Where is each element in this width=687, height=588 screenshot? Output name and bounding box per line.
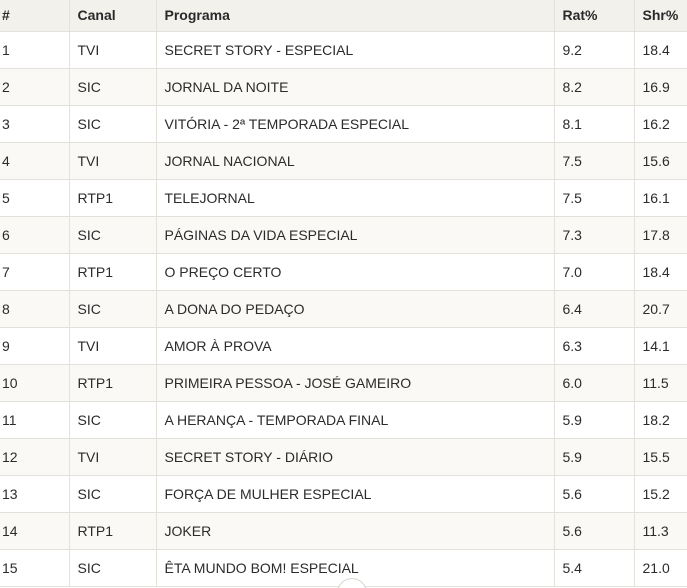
cell-shr: 20.7	[634, 290, 687, 328]
table-row: 11 SIC A HERANÇA - TEMPORADA FINAL 5.9 18.2	[0, 401, 687, 439]
cell-rat: 7.5	[554, 142, 635, 180]
cell-programa: A DONA DO PEDAÇO	[156, 290, 555, 328]
cell-shr: 21.0	[634, 549, 687, 587]
cell-rat: 5.9	[554, 401, 635, 439]
cell-shr: 18.4	[634, 31, 687, 69]
cell-rat: 6.4	[554, 290, 635, 328]
cell-canal: SIC	[69, 68, 157, 106]
cell-rat: 9.2	[554, 31, 635, 69]
table-row: 3 SIC VITÓRIA - 2ª TEMPORADA ESPECIAL 8.1 16…	[0, 105, 687, 143]
cell-programa: SECRET STORY - ESPECIAL	[156, 31, 555, 69]
cell-programa: FORÇA DE MULHER ESPECIAL	[156, 475, 555, 513]
cell-rank: 9	[0, 327, 70, 365]
cell-programa: AMOR À PROVA	[156, 327, 555, 365]
table-row: 15 SIC ÊTA MUNDO BOM! ESPECIAL 5.4 21.0	[0, 549, 687, 587]
header-rank: #	[0, 0, 70, 32]
header-shr: Shr%	[634, 0, 687, 32]
cell-canal: RTP1	[69, 179, 157, 217]
cell-rat: 6.0	[554, 364, 635, 402]
table-row: 12 TVI SECRET STORY - DIÁRIO 5.9 15.5	[0, 438, 687, 476]
cell-canal: TVI	[69, 31, 157, 69]
cell-programa: A HERANÇA - TEMPORADA FINAL	[156, 401, 555, 439]
cell-rat: 7.0	[554, 253, 635, 291]
cell-rank: 15	[0, 549, 70, 587]
cell-rank: 7	[0, 253, 70, 291]
cell-rank: 5	[0, 179, 70, 217]
cell-shr: 16.9	[634, 68, 687, 106]
cell-shr: 18.4	[634, 253, 687, 291]
cell-canal: RTP1	[69, 512, 157, 550]
cell-canal: TVI	[69, 438, 157, 476]
cell-shr: 16.2	[634, 105, 687, 143]
cell-programa: PÁGINAS DA VIDA ESPECIAL	[156, 216, 555, 254]
cell-shr: 15.2	[634, 475, 687, 513]
cell-programa: JOKER	[156, 512, 555, 550]
cell-canal: RTP1	[69, 253, 157, 291]
cell-canal: SIC	[69, 401, 157, 439]
table-row: 2 SIC JORNAL DA NOITE 8.2 16.9	[0, 68, 687, 106]
cell-shr: 17.8	[634, 216, 687, 254]
table-row: 10 RTP1 PRIMEIRA PESSOA - JOSÉ GAMEIRO 6.0 1…	[0, 364, 687, 402]
header-rat: Rat%	[554, 0, 635, 32]
cell-shr: 15.5	[634, 438, 687, 476]
cell-canal: SIC	[69, 105, 157, 143]
header-programa: Programa	[156, 0, 555, 32]
cell-shr: 11.3	[634, 512, 687, 550]
cell-rank: 3	[0, 105, 70, 143]
cell-shr: 15.6	[634, 142, 687, 180]
cell-rat: 5.6	[554, 512, 635, 550]
cell-canal: RTP1	[69, 364, 157, 402]
cell-canal: TVI	[69, 327, 157, 365]
cell-canal: SIC	[69, 216, 157, 254]
table-row: 7 RTP1 O PREÇO CERTO 7.0 18.4	[0, 253, 687, 291]
cell-rat: 8.2	[554, 68, 635, 106]
cell-programa: PRIMEIRA PESSOA - JOSÉ GAMEIRO	[156, 364, 555, 402]
table-row: 14 RTP1 JOKER 5.6 11.3	[0, 512, 687, 550]
cell-rank: 2	[0, 68, 70, 106]
cell-canal: SIC	[69, 549, 157, 587]
cell-programa: TELEJORNAL	[156, 179, 555, 217]
header-canal: Canal	[69, 0, 157, 32]
cell-programa: JORNAL DA NOITE	[156, 68, 555, 106]
table-row: 5 RTP1 TELEJORNAL 7.5 16.1	[0, 179, 687, 217]
cell-rat: 7.3	[554, 216, 635, 254]
table-row: 8 SIC A DONA DO PEDAÇO 6.4 20.7	[0, 290, 687, 328]
cell-programa: SECRET STORY - DIÁRIO	[156, 438, 555, 476]
cell-rat: 5.4	[554, 549, 635, 587]
cell-shr: 18.2	[634, 401, 687, 439]
table-row: 6 SIC PÁGINAS DA VIDA ESPECIAL 7.3 17.8	[0, 216, 687, 254]
cell-rat: 8.1	[554, 105, 635, 143]
cell-shr: 11.5	[634, 364, 687, 402]
cell-rank: 10	[0, 364, 70, 402]
cell-rank: 13	[0, 475, 70, 513]
cell-rat: 6.3	[554, 327, 635, 365]
cell-rat: 5.9	[554, 438, 635, 476]
cell-shr: 14.1	[634, 327, 687, 365]
table-row: 9 TVI AMOR À PROVA 6.3 14.1	[0, 327, 687, 365]
cell-rank: 4	[0, 142, 70, 180]
table-row: 1 TVI SECRET STORY - ESPECIAL 9.2 18.4	[0, 31, 687, 69]
cell-canal: SIC	[69, 475, 157, 513]
cell-rank: 11	[0, 401, 70, 439]
cell-programa: JORNAL NACIONAL	[156, 142, 555, 180]
cell-rank: 1	[0, 31, 70, 69]
cell-programa: O PREÇO CERTO	[156, 253, 555, 291]
table-header-row: # Canal Programa Rat% Shr%	[0, 0, 687, 32]
table-row: 13 SIC FORÇA DE MULHER ESPECIAL 5.6 15.2	[0, 475, 687, 513]
table-row: 4 TVI JORNAL NACIONAL 7.5 15.6	[0, 142, 687, 180]
cell-rank: 12	[0, 438, 70, 476]
cell-rat: 5.6	[554, 475, 635, 513]
cell-canal: SIC	[69, 290, 157, 328]
cell-rat: 7.5	[554, 179, 635, 217]
cell-rank: 14	[0, 512, 70, 550]
cell-rank: 8	[0, 290, 70, 328]
cell-canal: TVI	[69, 142, 157, 180]
cell-rank: 6	[0, 216, 70, 254]
cell-programa: VITÓRIA - 2ª TEMPORADA ESPECIAL	[156, 105, 555, 143]
cell-shr: 16.1	[634, 179, 687, 217]
